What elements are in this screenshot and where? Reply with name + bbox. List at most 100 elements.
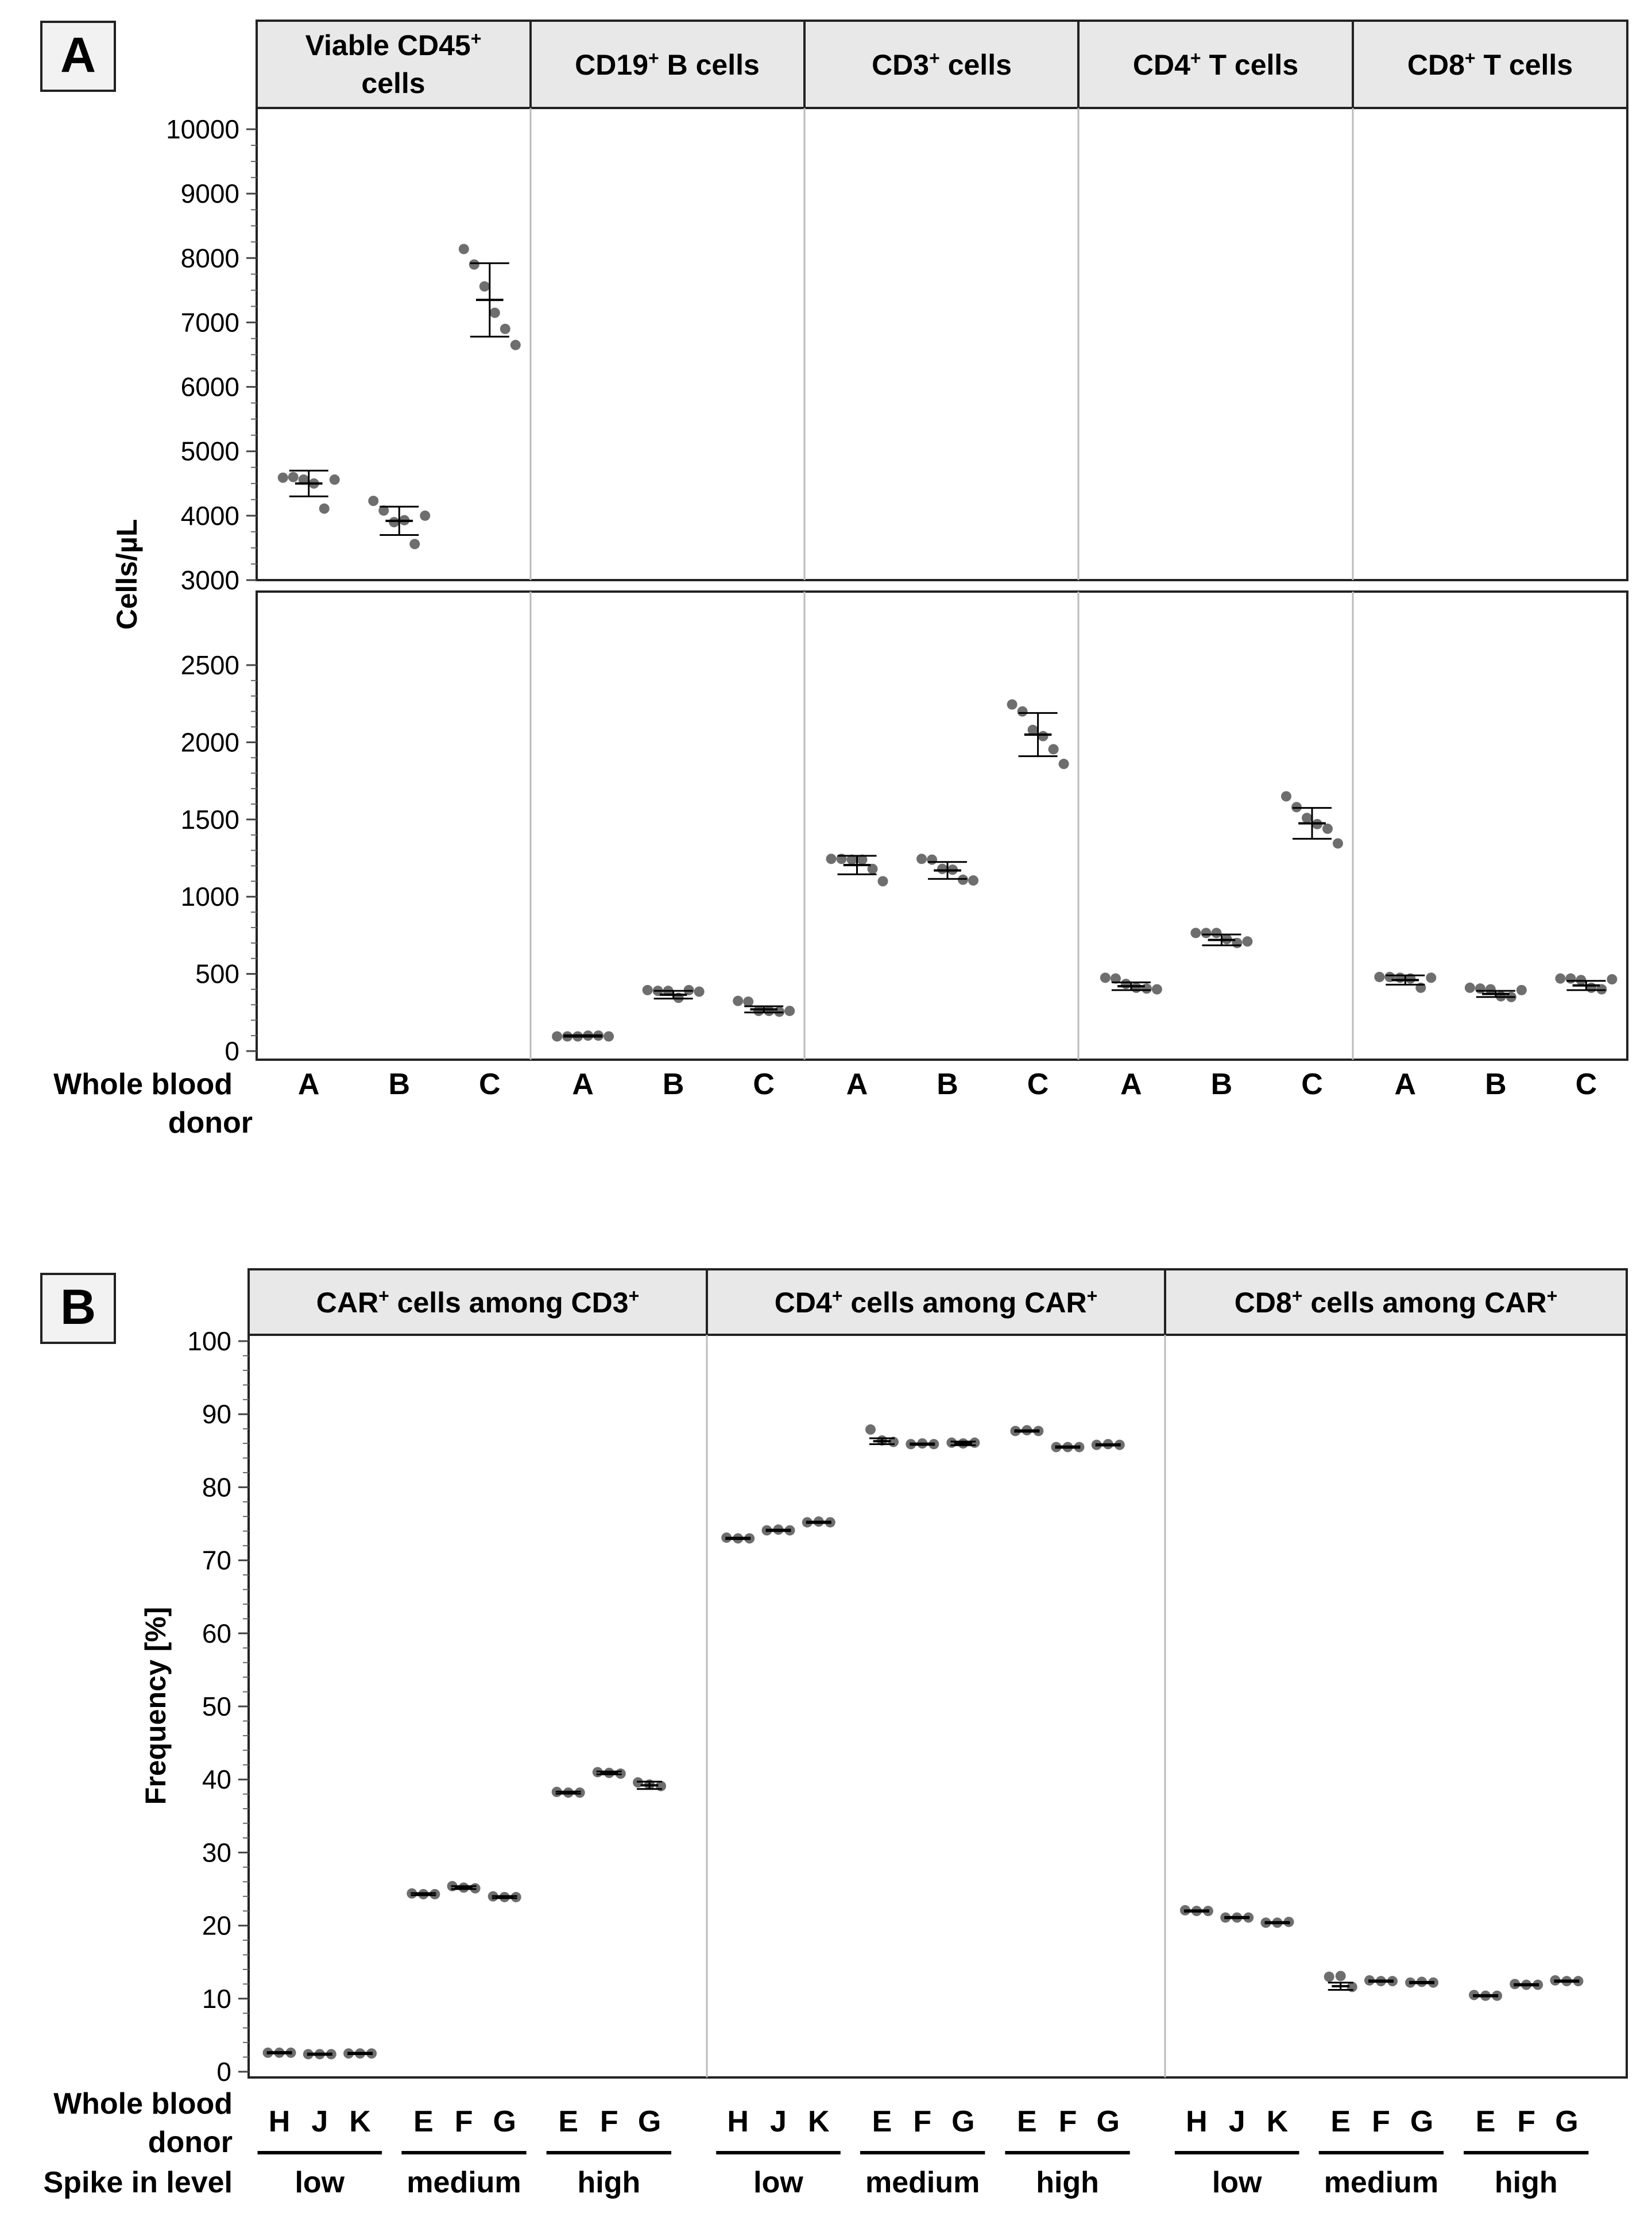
x-tick-label-B: B xyxy=(388,1068,410,1101)
a-facet2-C-point-2 xyxy=(743,996,754,1007)
facet-title-viable-cd45-line2: cells xyxy=(361,67,425,99)
panel-a-letter: A xyxy=(60,28,96,83)
y-tick-label-50: 50 xyxy=(202,1691,231,1721)
spike-group-label-medium: medium xyxy=(1324,2166,1438,2199)
y-tick-label-upper-5000: 5000 xyxy=(181,437,239,466)
a-facet2-C-point-4 xyxy=(764,1006,775,1017)
y-tick-label-upper-10000: 10000 xyxy=(166,114,239,144)
x-tick-label-B: B xyxy=(663,1068,684,1101)
y-tick-label-lower-1000: 1000 xyxy=(181,882,239,912)
a-facet5-A-point-1 xyxy=(1374,971,1385,982)
x-tick-label-C: C xyxy=(753,1068,775,1101)
panel-a-header-strip xyxy=(256,20,1628,109)
a-facet5-A-point-3 xyxy=(1395,972,1406,983)
x-tick-label-G: G xyxy=(1097,2105,1120,2138)
a-facet2-A-point-6 xyxy=(603,1031,614,1042)
spike-group-label-low: low xyxy=(1212,2166,1262,2199)
y-tick-label-upper-3000: 3000 xyxy=(181,565,239,595)
x-tick-label-K: K xyxy=(808,2105,830,2138)
panel-b-spike-in-groups: low medium high low medium high low medium high xyxy=(257,2151,1589,2199)
spike-group-label-high: high xyxy=(1036,2166,1099,2199)
x-tick-label-F: F xyxy=(1372,2105,1390,2138)
y-tick-label-60: 60 xyxy=(202,1619,231,1648)
x-tick-label-G: G xyxy=(493,2105,516,2138)
y-tick-label-lower-2500: 2500 xyxy=(181,650,239,680)
x-tick-label-B: B xyxy=(1211,1068,1233,1101)
x-tick-label-F: F xyxy=(455,2105,473,2138)
panel-a-letter-box xyxy=(40,21,116,92)
a-facet4-A-point-5 xyxy=(1141,983,1152,994)
panel-a-y-axis: 3000 4000 5000 6000 7000 8000 9000 10000 0 500 100… xyxy=(166,114,257,1066)
x-tick-label-H: H xyxy=(269,2105,291,2138)
a-facet1-A-point-5 xyxy=(319,503,330,514)
a-facet3-C-point-1 xyxy=(1007,699,1017,710)
panel-b-y-axis: 0 10 20 30 40 50 60 70 80 90 100 xyxy=(187,1326,249,2087)
x-tick-label-E: E xyxy=(558,2105,578,2138)
a-facet3-C-point-5 xyxy=(1048,744,1059,755)
x-tick-label-F: F xyxy=(600,2105,618,2138)
a-facet4-B-point-6 xyxy=(1242,936,1253,947)
y-tick-label-lower-500: 500 xyxy=(195,959,239,989)
b-facet1-E-4-point-3 xyxy=(430,1888,440,1899)
b-facet3-E-4-point-1 xyxy=(1324,1971,1334,1982)
a-facet4-B-point-2 xyxy=(1201,928,1212,939)
a-facet5-C-point-6 xyxy=(1607,974,1618,985)
a-facet1-C-point-6 xyxy=(510,339,521,350)
x-tick-label-G: G xyxy=(1410,2105,1433,2138)
y-tick-label-lower-0: 0 xyxy=(225,1036,239,1066)
a-facet1-B-point-6 xyxy=(420,510,431,521)
spike-group-label-high: high xyxy=(578,2166,641,2199)
a-facet3-A-point-5 xyxy=(867,863,878,874)
panel-b-facet-headers: CAR+ cells among CD3+ CD4+ cells among C… xyxy=(247,1268,1628,1336)
a-facet1-C-point-3 xyxy=(479,281,490,292)
facet-title-cd4: CD4+ T cells xyxy=(1133,48,1298,81)
a-facet4-C-point-6 xyxy=(1332,838,1343,849)
x-tick-label-K: K xyxy=(1267,2105,1289,2138)
a-facet2-C-point-1 xyxy=(733,995,744,1006)
panel-b-facet-dividers xyxy=(706,1335,1166,2077)
a-facet5-B-point-2 xyxy=(1475,983,1485,994)
a-facet1-A-point-2 xyxy=(288,472,299,482)
b-facet3-E-4-point-2 xyxy=(1335,1971,1346,1982)
panel-b-spike-in-label: Spike in level xyxy=(44,2166,233,2199)
x-tick-label-G: G xyxy=(638,2105,661,2138)
panel-a-facet-headers: Viable CD45+ cells CD19+ B cells CD3+ ce… xyxy=(256,20,1628,109)
a-facet4-A-point-4 xyxy=(1131,982,1142,993)
a-facet3-C-point-3 xyxy=(1027,724,1038,735)
y-tick-label-upper-7000: 7000 xyxy=(181,307,239,337)
spike-group-label-low: low xyxy=(753,2166,803,2199)
a-facet3-C-point-4 xyxy=(1038,731,1049,741)
b-facet1-E-7-point-3 xyxy=(574,1787,585,1798)
panel-b-letter: B xyxy=(60,1280,96,1335)
y-tick-label-upper-9000: 9000 xyxy=(181,179,239,208)
x-tick-label-C: C xyxy=(1301,1068,1323,1101)
a-facet4-B-point-1 xyxy=(1190,928,1201,939)
a-facet5-B-point-3 xyxy=(1485,984,1496,995)
y-tick-label-100: 100 xyxy=(187,1326,231,1356)
x-tick-label-H: H xyxy=(1186,2105,1208,2138)
a-facet1-A-point-3 xyxy=(298,474,309,485)
panel-a: A Viable CD45+ cells CD19+ B cells CD3+ … xyxy=(40,20,1628,1140)
panel-a-lower-frame xyxy=(256,590,1628,1061)
y-tick-label-70: 70 xyxy=(202,1546,231,1575)
y-tick-label-upper-4000: 4000 xyxy=(181,501,239,531)
panel-b-y-axis-label: Frequency [%] xyxy=(140,1607,172,1805)
a-facet3-A-point-4 xyxy=(857,854,868,865)
x-tick-label-A: A xyxy=(572,1068,594,1101)
a-facet4-A-point-2 xyxy=(1110,973,1121,984)
x-tick-label-F: F xyxy=(1517,2105,1535,2138)
panel-a-x-axis-label-line1: Whole blood xyxy=(53,1068,233,1101)
x-tick-label-E: E xyxy=(1017,2105,1037,2138)
a-facet4-A-point-6 xyxy=(1151,984,1162,995)
x-tick-label-J: J xyxy=(770,2105,787,2138)
panel-b-x-axis-label-line2: donor xyxy=(148,2126,233,2159)
x-tick-label-H: H xyxy=(727,2105,749,2138)
a-facet3-C-point-2 xyxy=(1017,706,1028,717)
a-facet5-B-point-6 xyxy=(1516,984,1527,995)
y-tick-label-90: 90 xyxy=(202,1399,231,1429)
spike-group-label-medium: medium xyxy=(865,2166,980,2199)
facet-title-cd3: CD3+ cells xyxy=(872,48,1012,81)
a-facet2-C-point-6 xyxy=(784,1006,795,1017)
